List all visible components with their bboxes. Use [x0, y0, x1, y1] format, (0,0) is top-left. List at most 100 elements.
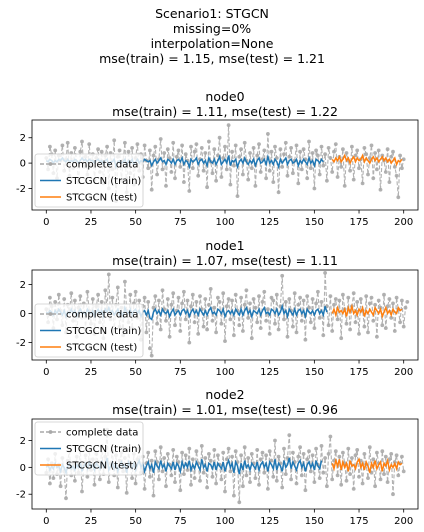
data-point: [291, 324, 295, 329]
data-point: [351, 487, 356, 491]
data-point: [355, 300, 360, 304]
data-point: [92, 482, 97, 487]
data-point: [123, 279, 127, 284]
data-point: [330, 477, 335, 482]
data-point: [194, 300, 199, 304]
data-point: [205, 485, 210, 490]
data-point: [264, 318, 268, 323]
data-point: [183, 152, 188, 157]
data-point: [373, 484, 377, 489]
data-point: [246, 177, 251, 182]
data-point: [328, 434, 333, 439]
data-point: [348, 472, 352, 476]
suptitle-line-1: Scenario1: STGCN: [155, 6, 269, 21]
data-point: [294, 330, 299, 335]
x-tick-label: 75: [174, 217, 187, 228]
data-point: [396, 195, 401, 200]
data-point: [51, 476, 56, 480]
data-point: [391, 492, 395, 497]
data-point: [165, 452, 170, 456]
data-point: [48, 295, 52, 300]
data-point: [339, 165, 344, 169]
data-point: [130, 146, 135, 150]
data-point: [65, 140, 70, 145]
data-point: [117, 148, 122, 153]
data-point: [176, 460, 181, 464]
data-point: [155, 172, 160, 177]
data-point: [287, 433, 292, 437]
data-point: [350, 456, 354, 460]
data-point: [98, 477, 102, 482]
data-point: [228, 317, 233, 322]
data-point: [266, 307, 270, 312]
data-point: [266, 487, 270, 491]
data-point: [162, 456, 167, 460]
data-point: [348, 327, 352, 332]
suptitle: Scenario1: STGCN missing=0% interpolatio…: [99, 6, 325, 66]
data-point: [169, 302, 174, 307]
data-point: [142, 295, 147, 300]
data-point: [314, 148, 318, 153]
x-tick-label: 175: [349, 367, 368, 378]
x-tick-label: 25: [85, 367, 98, 378]
data-point: [323, 152, 327, 157]
data-point: [153, 294, 158, 298]
data-point: [283, 140, 288, 145]
data-point: [326, 146, 331, 150]
data-point: [301, 298, 306, 303]
data-point: [298, 445, 302, 450]
data-point: [330, 170, 335, 174]
data-point: [291, 171, 295, 176]
data-point: [233, 449, 238, 454]
data-point: [328, 294, 333, 298]
data-point: [296, 454, 301, 459]
data-point: [99, 300, 104, 304]
data-point: [124, 491, 129, 495]
data-point: [241, 329, 245, 333]
data-point: [274, 478, 279, 483]
data-point: [48, 144, 52, 149]
data-point: [308, 166, 313, 171]
data-point: [267, 332, 272, 336]
data-point: [380, 153, 385, 158]
data-point: [103, 288, 108, 293]
data-point: [371, 176, 376, 181]
data-point: [307, 449, 311, 454]
data-point: [285, 173, 290, 178]
data-point: [310, 297, 315, 301]
data-point: [274, 292, 279, 297]
data-point: [287, 297, 292, 301]
data-point: [357, 332, 361, 336]
data-point: [269, 295, 274, 300]
data-point: [146, 450, 151, 455]
data-point: [164, 184, 168, 188]
data-point: [287, 154, 292, 159]
data-point: [160, 167, 165, 172]
data-point: [260, 450, 265, 455]
data-point: [223, 489, 227, 494]
data-point: [289, 477, 293, 482]
data-point: [203, 151, 208, 155]
data-point: [144, 330, 149, 335]
data-point: [319, 300, 324, 304]
data-point: [237, 323, 242, 328]
data-point: [151, 153, 156, 158]
data-point: [58, 484, 63, 489]
data-point: [185, 468, 190, 472]
data-point: [196, 173, 201, 178]
data-point: [353, 153, 358, 158]
data-point: [335, 473, 340, 478]
data-point: [350, 144, 354, 149]
data-point: [130, 476, 135, 480]
data-point: [271, 298, 276, 303]
data-point: [298, 295, 302, 300]
data-point: [169, 473, 174, 478]
data-point: [328, 156, 333, 160]
data-point: [387, 180, 392, 185]
data-point: [246, 456, 251, 460]
data-point: [333, 449, 338, 454]
data-point: [96, 292, 100, 297]
legend-box: [34, 421, 144, 476]
data-point: [249, 452, 254, 456]
data-point: [348, 168, 352, 173]
